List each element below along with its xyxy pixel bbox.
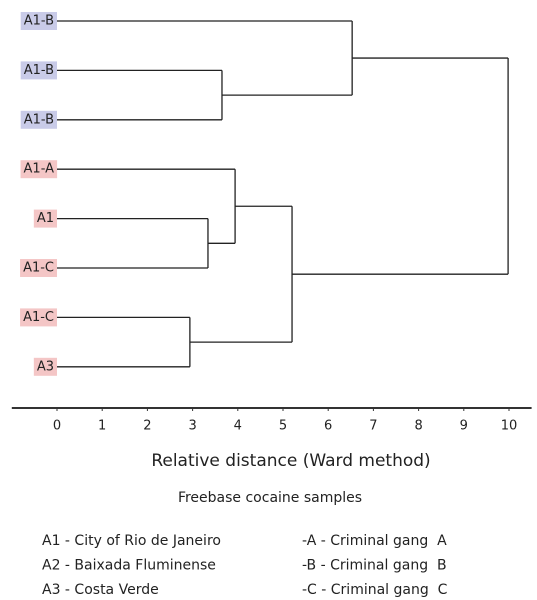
legend-entry: A2 - Baixada Fluminense: [42, 558, 216, 574]
x-axis-label: Relative distance (Ward method): [151, 451, 430, 471]
leaf-label: A1-B: [24, 14, 54, 29]
leaf-label-bg: [20, 259, 57, 277]
x-tick-label: 9: [460, 419, 468, 434]
legend-entry: A3 - Costa Verde: [42, 582, 159, 598]
x-tick-label: 10: [501, 419, 518, 434]
leaf-label: A1: [37, 211, 54, 226]
x-tick-label: 8: [414, 419, 422, 434]
x-tick-label: 2: [143, 419, 151, 434]
x-tick-label: 0: [53, 419, 61, 434]
caption: Freebase cocaine samples: [178, 490, 362, 506]
leaf-label-bg: [20, 12, 57, 30]
x-tick-label: 3: [188, 419, 196, 434]
x-tick-label: 4: [234, 419, 242, 434]
x-tick-label: 5: [279, 419, 287, 434]
leaf-label: A3: [37, 359, 54, 374]
legend-entry: -C - Criminal gang C: [302, 582, 448, 598]
leaf-label-bg: [20, 110, 57, 129]
legend-entry: -B - Criminal gang B: [302, 558, 447, 574]
leaf-label-bg: [33, 209, 57, 228]
leaf-label: A1-C: [23, 310, 54, 325]
leaf-label-bg: [20, 61, 57, 80]
leaf-label: A1-B: [24, 63, 54, 78]
x-tick-label: 1: [98, 419, 106, 434]
leaf-label: A1-B: [24, 112, 54, 127]
legend-entry: -A - Criminal gang A: [302, 533, 447, 549]
leaf-label: A1-A: [24, 162, 55, 177]
leaf-label-bg: [20, 308, 57, 327]
leaf-label: A1-C: [23, 261, 54, 276]
legend-entry: A1 - City of Rio de Janeiro: [42, 533, 221, 549]
leaf-label-bg: [20, 160, 58, 179]
leaf-label-bg: [33, 357, 57, 376]
x-tick-label: 7: [369, 419, 377, 434]
x-tick-label: 6: [324, 419, 332, 434]
